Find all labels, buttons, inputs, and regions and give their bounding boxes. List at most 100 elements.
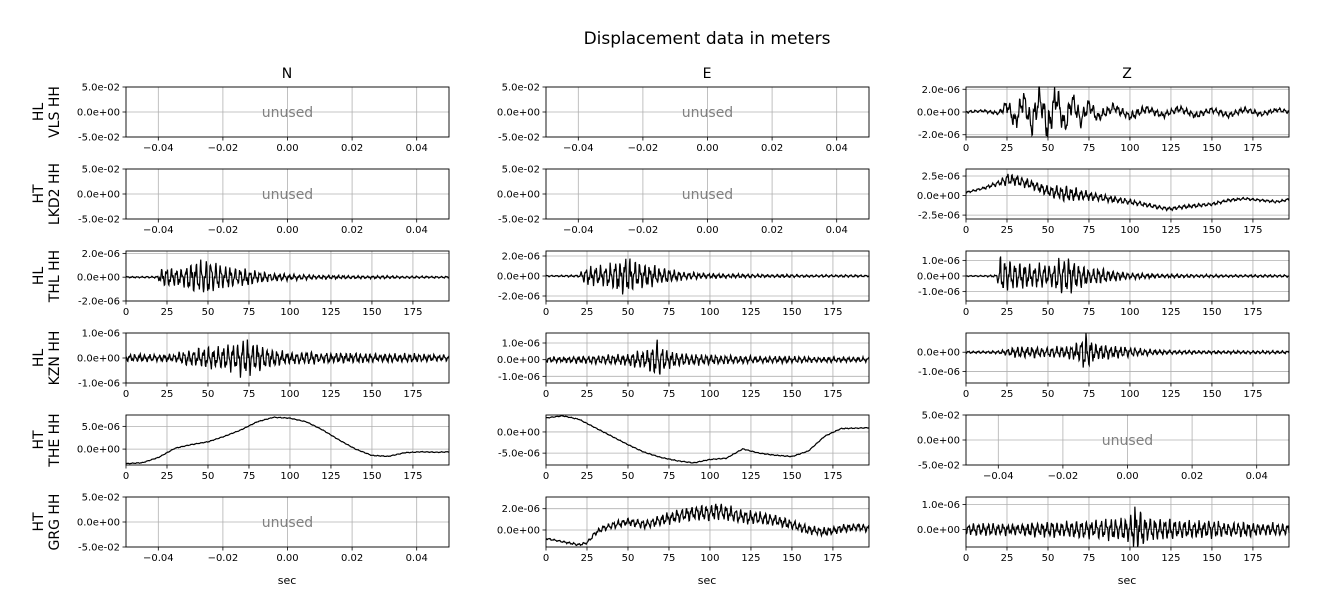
- x-tick-label: 50: [1042, 307, 1055, 318]
- x-tick-label: 50: [202, 307, 215, 318]
- x-tick-label: 25: [581, 471, 594, 482]
- x-tick-label: 125: [321, 307, 340, 318]
- unused-label: unused: [262, 187, 313, 203]
- column-title-n: N: [282, 66, 292, 82]
- x-tick-label: 50: [622, 553, 635, 564]
- y-tick-label: 1.0e-06: [922, 256, 960, 267]
- axes-frame: [965, 496, 1290, 548]
- x-tick-label: 0.04: [406, 553, 428, 564]
- y-tick-label: -5.0e-02: [918, 461, 960, 472]
- panel-r1-c2: 0 25 50 75 100 125 150 175 2.5e-06 0.0e+00 -2.5e-0…: [917, 168, 1290, 236]
- y-tick-label: 1.0e-06: [82, 329, 120, 340]
- x-tick-label: 150: [1202, 143, 1221, 154]
- x-tick-label: 75: [1083, 553, 1096, 564]
- x-tick-label: 25: [581, 307, 594, 318]
- y-tick-label: 0.0e+00: [497, 427, 540, 438]
- x-tick-label: 25: [1001, 143, 1014, 154]
- y-tick-label: -1.0e-06: [918, 287, 960, 298]
- station-label: HLKZN HH: [31, 331, 63, 386]
- x-tick-label: 125: [741, 471, 760, 482]
- x-tick-label: 100: [1120, 225, 1139, 236]
- x-tick-label: −0.04: [143, 225, 174, 236]
- x-tick-label: 125: [741, 389, 760, 400]
- x-tick-label: 100: [280, 389, 299, 400]
- y-tick-label: 5.0e-06: [82, 422, 120, 433]
- x-tick-label: 150: [782, 389, 801, 400]
- y-tick-label: -1.0e-06: [498, 372, 540, 383]
- axes-frame: [125, 496, 450, 548]
- axes-frame: [125, 332, 450, 384]
- waveform-line: [965, 256, 1290, 294]
- x-tick-label: 25: [1001, 553, 1014, 564]
- x-tick-label: 50: [1042, 389, 1055, 400]
- x-tick-label: 0: [963, 389, 969, 400]
- x-tick-label: 0.00: [276, 553, 298, 564]
- axes-frame: [545, 250, 870, 302]
- x-tick-label: −0.02: [1048, 471, 1079, 482]
- x-tick-label: 175: [823, 553, 842, 564]
- y-tick-label: 5.0e-02: [502, 83, 540, 94]
- x-tick-label: 125: [1161, 389, 1180, 400]
- y-tick-label: -5.0e-02: [498, 133, 540, 144]
- x-tick-label: 125: [321, 389, 340, 400]
- axes-frame: [125, 168, 450, 220]
- x-tick-label: −0.02: [208, 143, 239, 154]
- x-tick-label: 175: [1243, 553, 1262, 564]
- y-tick-label: 0.0e+00: [497, 355, 540, 366]
- waveform-line: [965, 173, 1290, 212]
- x-tick-label: 50: [202, 389, 215, 400]
- x-tick-label: 0: [963, 143, 969, 154]
- x-tick-label: 0.02: [341, 553, 363, 564]
- y-tick-label: -1.0e-06: [918, 367, 960, 378]
- panel-r3-c1: 0 25 50 75 100 125 150 175 1.0e-06 0.0e+00 -1.0e-0…: [497, 332, 870, 400]
- unused-label: unused: [262, 105, 313, 121]
- panel-r4-c2: −0.04 −0.02 0.00 0.02 0.04 5.0e-02 0.0e+00 -5.0…: [917, 411, 1290, 482]
- y-tick-label: 2.0e-06: [502, 504, 540, 515]
- x-tick-label: 125: [741, 307, 760, 318]
- axes-frame: [965, 332, 1290, 384]
- x-tick-label: −0.04: [143, 143, 174, 154]
- y-tick-label: 0.0e+00: [917, 108, 960, 119]
- x-tick-label: −0.04: [563, 143, 594, 154]
- x-tick-label: 125: [1161, 553, 1180, 564]
- waveform-line: [965, 332, 1290, 368]
- x-tick-label: 0.02: [761, 143, 783, 154]
- waveform-line: [545, 503, 870, 547]
- x-tick-label: 125: [1161, 307, 1180, 318]
- x-tick-label: 0: [963, 225, 969, 236]
- x-tick-label: 0: [543, 553, 549, 564]
- x-tick-label: 0: [123, 471, 129, 482]
- y-tick-label: 2.0e-06: [502, 252, 540, 263]
- panel-r1-c1: −0.04 −0.02 0.00 0.02 0.04 5.0e-02 0.0e+00 -5.0…: [497, 165, 870, 236]
- x-tick-label: 100: [1120, 307, 1139, 318]
- x-tick-label: 175: [403, 307, 422, 318]
- panel-r4-c0: 0 25 50 75 100 125 150 175 5.0e-06 0.0e+00 HTTHE H…: [31, 413, 450, 482]
- waveform-line: [965, 506, 1290, 548]
- y-tick-label: 2.5e-06: [922, 172, 960, 183]
- waveform-line: [125, 416, 450, 465]
- x-tick-label: 50: [202, 471, 215, 482]
- xlabel-col-z: sec: [1118, 574, 1137, 587]
- x-tick-label: 0: [123, 389, 129, 400]
- y-tick-label: -2.0e-06: [918, 130, 960, 141]
- x-tick-label: 100: [700, 553, 719, 564]
- panel-r2-c2: 0 25 50 75 100 125 150 175 1.0e-06 0.0e+00 -1.0e-0…: [917, 250, 1290, 318]
- x-tick-label: 150: [362, 389, 381, 400]
- y-tick-label: 0.0e+00: [497, 525, 540, 536]
- x-tick-label: 100: [700, 389, 719, 400]
- x-tick-label: 150: [362, 471, 381, 482]
- y-tick-label: 0.0e+00: [77, 108, 120, 119]
- y-tick-label: -5.0e-02: [78, 133, 120, 144]
- x-tick-label: 150: [1202, 389, 1221, 400]
- x-tick-label: 175: [823, 471, 842, 482]
- axes-frame: [545, 332, 870, 384]
- column-title-z: Z: [1122, 66, 1132, 82]
- x-tick-label: 75: [1083, 389, 1096, 400]
- unused-label: unused: [262, 515, 313, 531]
- x-tick-label: 0.00: [1116, 471, 1138, 482]
- x-tick-label: 125: [1161, 143, 1180, 154]
- axes-frame: [965, 250, 1290, 302]
- x-tick-label: 25: [161, 389, 174, 400]
- x-tick-label: 0.02: [1181, 471, 1203, 482]
